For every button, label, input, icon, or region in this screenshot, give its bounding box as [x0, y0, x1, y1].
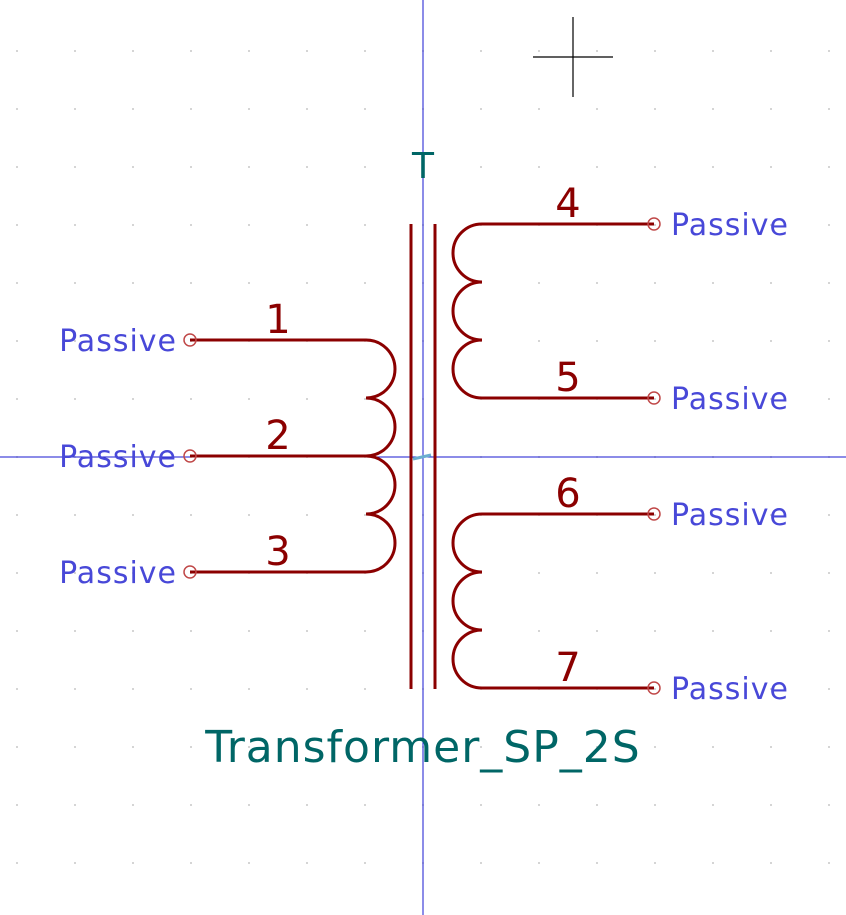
pin-endpoints[interactable] — [183, 217, 661, 695]
symbol-value[interactable]: Transformer_SP_2S — [204, 722, 640, 773]
secondary-winding-1[interactable] — [451, 222, 654, 400]
reference-designator[interactable]: T — [411, 146, 435, 187]
pin-3-type: Passive — [59, 556, 177, 591]
pin-1-type: Passive — [59, 324, 177, 359]
pin-6-type: Passive — [671, 498, 789, 533]
pin-7-type: Passive — [671, 672, 789, 707]
anchor-marker — [412, 453, 432, 461]
pin-6-number: 6 — [555, 471, 580, 517]
pin-3-endpoint[interactable] — [183, 565, 197, 579]
transformer-core[interactable] — [409, 224, 437, 689]
pin-2-endpoint[interactable] — [183, 449, 197, 463]
crosshair-cursor — [533, 17, 613, 97]
pin-5-type: Passive — [671, 382, 789, 417]
pin-5-endpoint[interactable] — [647, 391, 661, 405]
secondary-winding-2[interactable] — [451, 512, 654, 690]
pin-4-number: 4 — [555, 181, 580, 227]
pin-6-endpoint[interactable] — [647, 507, 661, 521]
pin-5-number: 5 — [555, 355, 580, 401]
pin-4-type: Passive — [671, 208, 789, 243]
pin-1-endpoint[interactable] — [183, 333, 197, 347]
pin-3-number: 3 — [265, 529, 290, 575]
pin-7-endpoint[interactable] — [647, 681, 661, 695]
primary-winding[interactable] — [190, 338, 397, 574]
pin-7-number: 7 — [555, 645, 580, 691]
pin-2-number: 2 — [265, 413, 290, 459]
pin-2-type: Passive — [59, 440, 177, 475]
pin-4-endpoint[interactable] — [647, 217, 661, 231]
pin-1-number: 1 — [265, 297, 290, 343]
